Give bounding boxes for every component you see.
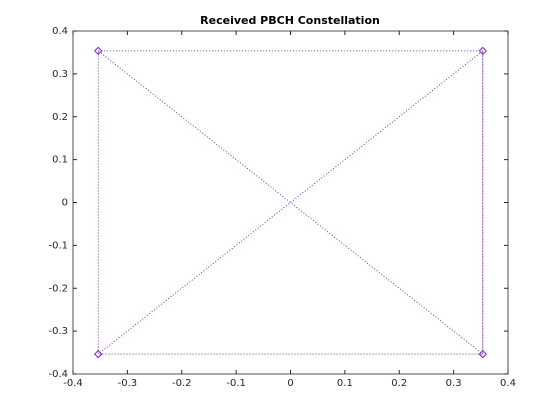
x-tick-label: -0.3 (118, 378, 138, 389)
data-line (97, 49, 484, 356)
data-point (94, 46, 103, 56)
y-tick-label: -0.1 (48, 240, 68, 251)
x-tick-label: 0.4 (500, 378, 516, 389)
data-point (478, 46, 487, 56)
x-tick-label: 0.3 (446, 378, 462, 389)
x-tick-label: 0.2 (391, 378, 407, 389)
y-tick-label: -0.2 (48, 283, 68, 294)
y-tick-label: -0.3 (48, 326, 68, 337)
x-tick-label: -0.4 (63, 378, 83, 389)
y-tick-label: 0.4 (52, 26, 68, 37)
x-tick-label: 0 (287, 378, 293, 389)
y-tick-label: -0.4 (48, 369, 68, 380)
data-point (478, 349, 487, 359)
y-tick-label: 0 (62, 198, 68, 209)
x-tick-label: -0.1 (226, 378, 246, 389)
x-tick-label: 0.1 (337, 378, 353, 389)
chart-title: Received PBCH Constellation (200, 14, 380, 27)
y-tick-label: 0.2 (52, 112, 68, 123)
y-tick-label: 0.1 (52, 155, 68, 166)
x-tick-label: -0.2 (172, 378, 192, 389)
y-tick-label: 0.3 (52, 69, 68, 80)
data-point (94, 349, 103, 359)
